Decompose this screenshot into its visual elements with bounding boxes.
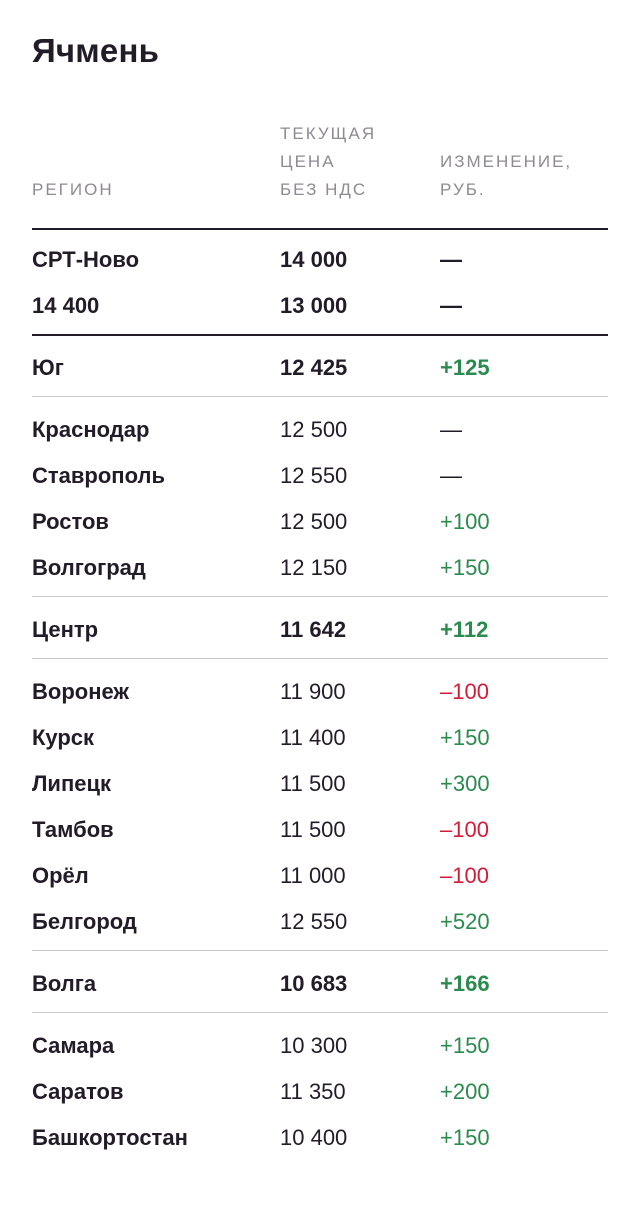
table-row: Саратов 11 350 +200	[32, 1069, 608, 1115]
region-name: Краснодар	[32, 417, 150, 442]
row-divider	[32, 334, 608, 336]
row-divider	[32, 1012, 608, 1013]
region-name: Тамбов	[32, 817, 114, 842]
table-row: Центр 11 642 +112	[32, 607, 608, 653]
table-row: Ставрополь 12 550 —	[32, 453, 608, 499]
price-value: 11 500	[280, 817, 346, 842]
row-divider	[32, 596, 608, 597]
price-value: 11 500	[280, 771, 346, 796]
price-value: 10 683	[280, 971, 348, 996]
region-name: Курск	[32, 725, 95, 750]
change-value: +112	[440, 617, 489, 642]
change-value: +200	[440, 1079, 490, 1104]
table-row: Башкортостан 10 400 +150	[32, 1115, 608, 1161]
region-name: Самара	[32, 1033, 115, 1058]
price-value: 11 642	[280, 617, 347, 642]
region-name: Волгоград	[32, 555, 146, 580]
region-name: СРТ-Ново	[32, 247, 140, 272]
price-value: 10 300	[280, 1033, 348, 1058]
region-name: Орёл	[32, 863, 89, 888]
region-name: Юг	[32, 355, 64, 380]
price-value: 12 550	[280, 909, 348, 934]
region-name: Липецк	[32, 771, 112, 796]
table-row: Волгоград 12 150 +150	[32, 545, 608, 591]
change-value: +150	[440, 555, 490, 580]
table-row: Белгород 12 550 +520	[32, 899, 608, 945]
price-value: 13 000	[280, 293, 348, 318]
change-value: –100	[440, 863, 489, 888]
price-value: 12 550	[280, 463, 348, 488]
table-row: Ростов 12 500 +100	[32, 499, 608, 545]
change-value: –100	[440, 817, 489, 842]
change-value: +520	[440, 909, 490, 934]
region-name: Ростов	[32, 509, 109, 534]
region-name: Белгород	[32, 909, 137, 934]
change-value: +300	[440, 771, 490, 796]
page-title: Ячмень	[32, 32, 160, 69]
table-row: Липецк 11 500 +300	[32, 761, 608, 807]
table-row: Воронеж 11 900 –100	[32, 669, 608, 715]
row-divider	[32, 396, 608, 397]
header-change: ИЗМЕНЕНИЕ, РУБ.	[440, 152, 573, 199]
change-value: +150	[440, 1125, 490, 1150]
table-row: Тамбов 11 500 –100	[32, 807, 608, 853]
table-row: Волга 10 683 +166	[32, 961, 608, 1007]
table-row: Краснодар 12 500 —	[32, 407, 608, 453]
table-row: Орёл 11 000 –100	[32, 853, 608, 899]
table-header: РЕГИОН ТЕКУЩАЯ ЦЕНА БЕЗ НДС ИЗМЕНЕНИЕ, Р…	[32, 118, 608, 230]
header-price: ТЕКУЩАЯ ЦЕНА БЕЗ НДС	[280, 124, 377, 199]
row-divider	[32, 950, 608, 951]
change-value: —	[440, 247, 462, 272]
change-value: +150	[440, 1033, 490, 1058]
table-row: 14 400 13 000 —	[32, 283, 608, 329]
region-name: Саратов	[32, 1079, 124, 1104]
region-name: Центр	[32, 617, 99, 642]
price-value: 10 400	[280, 1125, 348, 1150]
change-value: +100	[440, 509, 490, 534]
change-value: —	[440, 463, 462, 488]
price-value: 11 000	[280, 863, 346, 888]
change-value: +150	[440, 725, 490, 750]
price-value: 12 150	[280, 555, 348, 580]
change-value: —	[440, 293, 462, 318]
price-value: 11 400	[280, 725, 346, 750]
region-name: Воронеж	[32, 679, 130, 704]
price-value: 14 000	[280, 247, 348, 272]
change-value: +125	[440, 355, 490, 380]
price-value: 11 900	[280, 679, 346, 704]
table-row: СРТ-Ново 14 000 —	[32, 237, 608, 283]
table-row: Самара 10 300 +150	[32, 1023, 608, 1069]
price-value: 12 500	[280, 509, 348, 534]
table-row: Юг 12 425 +125	[32, 345, 608, 391]
price-value: 12 500	[280, 417, 348, 442]
header-region: РЕГИОН	[32, 180, 114, 199]
region-name: Ставрополь	[32, 463, 165, 488]
table-row: Курск 11 400 +150	[32, 715, 608, 761]
region-name: Волга	[32, 971, 97, 996]
change-value: —	[440, 417, 462, 442]
change-value: +166	[440, 971, 490, 996]
row-divider	[32, 658, 608, 659]
change-value: –100	[440, 679, 489, 704]
price-value: 11 350	[280, 1079, 346, 1104]
price-value: 12 425	[280, 355, 348, 380]
region-name: 14 400	[32, 293, 100, 318]
region-name: Башкортостан	[32, 1125, 188, 1150]
